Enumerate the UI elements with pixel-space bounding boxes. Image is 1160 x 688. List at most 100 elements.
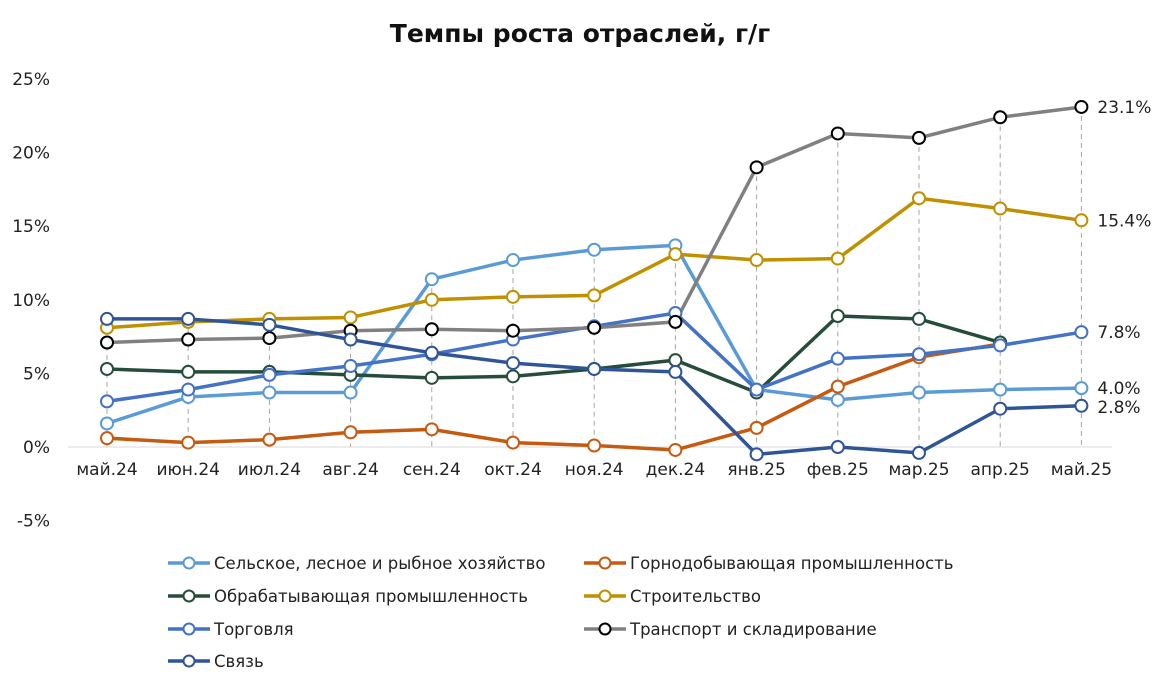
legend-item-торговля: Торговля: [168, 620, 294, 639]
data-point-сельское-лесное-и-рыбное-хозяйство: [993, 382, 1008, 397]
legend-swatch-marker: [598, 556, 612, 570]
y-tick-label: 10%: [12, 291, 50, 311]
data-point-сельское-лесное-и-рыбное-хозяйство: [830, 392, 845, 407]
data-point-транспорт-и-складирование: [668, 314, 683, 329]
data-point-связь: [830, 440, 845, 454]
data-point-горнодобывающая-промышленность: [668, 442, 683, 457]
x-tick-label: июл.24: [238, 460, 301, 480]
data-point-обрабатывающая-промышленность: [181, 364, 196, 379]
data-point-строительство: [830, 251, 845, 266]
y-tick-label: 20%: [12, 144, 50, 164]
data-point-транспорт-и-складирование: [100, 335, 114, 350]
legend-item-транспорт-и-складирование: Транспорт и складирование: [584, 620, 877, 639]
chart-title: Темпы роста отраслей, г/г: [390, 19, 770, 48]
legend-item-горнодобывающая-промышленность: Горнодобывающая промышленность: [584, 554, 953, 573]
data-point-связь: [424, 345, 439, 360]
series-line-горнодобывающая-промышленность: [105, 342, 1002, 452]
data-label: 7.8%: [1097, 323, 1140, 343]
data-point-сельское-лесное-и-рыбное-хозяйство: [587, 242, 602, 257]
data-point-сельское-лесное-и-рыбное-хозяйство: [343, 385, 358, 400]
legend-swatch-marker: [598, 622, 612, 636]
y-tick-label: 0%: [23, 438, 50, 458]
legend-label: Связь: [214, 652, 264, 671]
data-point-сельское-лесное-и-рыбное-хозяйство: [424, 272, 439, 287]
data-point-торговля: [749, 382, 764, 397]
data-point-строительство: [424, 292, 439, 307]
x-tick-label: дек.24: [646, 460, 706, 480]
data-point-горнодобывающая-промышленность: [181, 435, 196, 450]
data-point-связь: [668, 364, 683, 379]
x-tick-label: апр.25: [971, 460, 1030, 480]
legend-label: Строительство: [630, 587, 761, 606]
data-point-торговля: [993, 338, 1008, 353]
data-point-торговля: [262, 367, 277, 382]
data-point-связь: [506, 356, 520, 371]
data-point-горнодобывающая-промышленность: [830, 379, 845, 394]
legend-swatch-marker: [182, 654, 196, 668]
data-point-торговля: [343, 359, 358, 374]
x-tick-label: июн.24: [156, 460, 220, 480]
data-point-транспорт-и-складирование: [1074, 99, 1089, 114]
y-axis: 25% 20% 15% 10% 5% 0% -5%: [12, 70, 50, 532]
legend-label: Обрабатывающая промышленность: [214, 587, 528, 606]
data-point-транспорт-и-складирование: [830, 126, 845, 141]
data-point-связь: [1074, 398, 1089, 413]
legend-swatch-marker: [598, 589, 612, 603]
data-point-горнодобывающая-промышленность: [262, 432, 277, 447]
legend-label: Сельское, лесное и рыбное хозяйство: [214, 554, 545, 573]
data-point-обрабатывающая-промышленность: [830, 308, 845, 323]
x-tick-label: авг.24: [322, 460, 378, 480]
data-point-горнодобывающая-промышленность: [100, 431, 114, 446]
legend-swatch-marker: [182, 556, 196, 570]
data-point-горнодобывающая-промышленность: [506, 435, 520, 450]
data-label: 4.0%: [1097, 379, 1140, 399]
data-point-строительство: [668, 247, 683, 262]
data-label: 2.8%: [1097, 398, 1140, 418]
y-tick-label: 25%: [12, 70, 50, 90]
data-point-сельское-лесное-и-рыбное-хозяйство: [912, 385, 926, 400]
data-point-сельское-лесное-и-рыбное-хозяйство: [1074, 381, 1089, 396]
data-point-строительство: [749, 253, 764, 268]
data-point-торговля: [100, 394, 114, 409]
data-point-транспорт-и-складирование: [262, 331, 277, 346]
data-point-строительство: [912, 191, 926, 206]
data-point-сельское-лесное-и-рыбное-хозяйство: [506, 253, 520, 268]
data-point-горнодобывающая-промышленность: [343, 425, 358, 440]
data-point-обрабатывающая-промышленность: [424, 370, 439, 385]
data-label: 23.1%: [1097, 98, 1151, 118]
data-point-торговля: [181, 382, 196, 397]
series-markers: [100, 99, 1089, 462]
data-point-связь: [587, 361, 602, 376]
legend: Сельское, лесное и рыбное хозяйство Горно…: [168, 554, 953, 671]
legend-item-строительство: Строительство: [584, 587, 761, 606]
y-tick-label: -5%: [17, 512, 50, 532]
data-labels: 4.0% 15.4% 7.8% 23.1% 2.8%: [1097, 98, 1151, 418]
x-tick-label: май.24: [76, 460, 137, 480]
legend-item-связь: Связь: [168, 652, 264, 671]
data-point-транспорт-и-складирование: [181, 332, 196, 347]
x-tick-label: янв.25: [727, 460, 785, 480]
x-axis: май.24 июн.24 июл.24 авг.24 сен.24 окт.24 ноя.…: [76, 460, 1112, 480]
series-line-обрабатывающая-промышленность: [105, 314, 1002, 395]
legend-swatch-marker: [182, 589, 196, 603]
legend-item-обрабатывающая-промышленность: Обрабатывающая промышленность: [168, 587, 528, 606]
data-point-сельское-лесное-и-рыбное-хозяйство: [262, 385, 277, 400]
data-point-транспорт-и-складирование: [993, 110, 1008, 125]
data-point-обрабатывающая-промышленность: [912, 311, 926, 326]
legend-item-сельское-лесное-и-рыбное-хозяйство: Сельское, лесное и рыбное хозяйство: [168, 554, 545, 573]
data-point-строительство: [343, 310, 358, 325]
data-point-транспорт-и-складирование: [912, 130, 926, 145]
data-point-связь: [912, 445, 926, 460]
x-tick-label: мар.25: [888, 460, 949, 480]
data-point-связь: [100, 311, 114, 326]
data-point-строительство: [506, 289, 520, 304]
legend-label: Горнодобывающая промышленность: [630, 554, 953, 573]
data-point-связь: [343, 332, 358, 347]
data-point-сельское-лесное-и-рыбное-хозяйство: [100, 416, 114, 431]
data-point-связь: [181, 311, 196, 326]
data-point-строительство: [587, 288, 602, 303]
x-tick-label: ноя.24: [565, 460, 624, 480]
data-point-торговля: [830, 351, 845, 366]
data-point-строительство: [1074, 213, 1089, 228]
